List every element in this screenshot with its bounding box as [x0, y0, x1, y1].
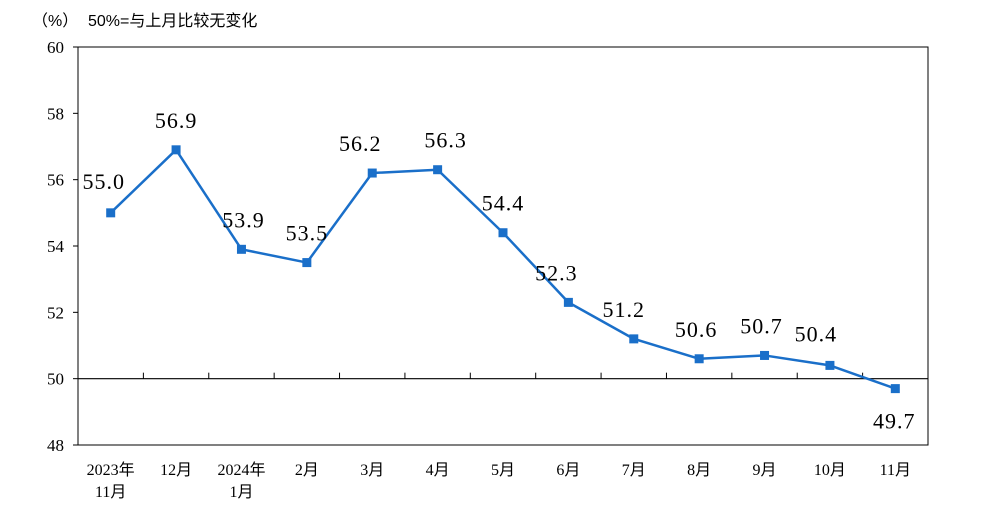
- x-tick-label-line: 1月: [229, 484, 253, 501]
- x-tick-label: 4月: [426, 462, 450, 479]
- x-tick-label: 3月: [360, 462, 384, 479]
- x-tick-label: 9月: [753, 462, 777, 479]
- x-tick-label-line: 12月: [160, 462, 192, 479]
- data-point-marker: [694, 354, 704, 364]
- x-tick-label-line: 7月: [622, 462, 646, 479]
- x-tick-label-line: 9月: [753, 462, 777, 479]
- x-tick-label-line: 2023年: [87, 461, 135, 479]
- x-tick-label-line: 10月: [814, 462, 846, 479]
- x-tick-label-line: 11月: [880, 462, 911, 479]
- x-tick-label: 2024年 1月: [217, 461, 265, 501]
- y-tick-label: 60: [47, 38, 64, 57]
- x-tick-label: 5月: [491, 462, 515, 479]
- data-label: 53.5: [286, 221, 329, 246]
- x-tick-label-line: 11月: [95, 484, 126, 501]
- data-point-marker: [106, 208, 116, 218]
- reference-note: 50%=与上月比较无变化: [88, 13, 258, 30]
- data-point-marker: [171, 145, 181, 155]
- x-tick-label: 11月: [880, 462, 911, 479]
- data-point-marker: [629, 334, 639, 344]
- data-label: 49.7: [873, 409, 916, 434]
- data-label: 55.0: [82, 169, 125, 194]
- x-tick-label-line: 3月: [360, 462, 384, 479]
- data-point-marker: [825, 360, 835, 370]
- data-point-marker: [498, 228, 508, 238]
- data-label: 52.3: [535, 260, 578, 285]
- x-tick-label-line: 6月: [556, 462, 580, 479]
- data-label: 51.2: [603, 297, 646, 322]
- data-point-marker: [433, 165, 443, 175]
- data-label: 50.7: [740, 313, 783, 338]
- chart-header: （%） 50%=与上月比较无变化: [0, 0, 1000, 40]
- data-point-marker: [890, 384, 900, 394]
- y-tick-label: 50: [47, 370, 64, 389]
- y-tick-label: 48: [47, 436, 64, 455]
- data-label: 53.9: [222, 207, 265, 232]
- y-tick-label: 56: [47, 171, 64, 190]
- data-label: 56.2: [339, 131, 382, 156]
- y-axis-unit-label: （%）: [32, 13, 79, 30]
- x-tick-label: 6月: [556, 462, 580, 479]
- x-tick-label: 7月: [622, 462, 646, 479]
- data-point-marker: [563, 297, 573, 307]
- x-tick-label-line: 4月: [426, 462, 450, 479]
- series-line: [109, 148, 896, 390]
- data-point-marker: [302, 258, 312, 268]
- data-label: 54.4: [482, 191, 525, 216]
- x-tick-label: 2月: [295, 462, 319, 479]
- data-label: 50.6: [675, 317, 718, 342]
- x-tick-label: 10月: [814, 462, 846, 479]
- data-label: 50.4: [795, 321, 838, 346]
- x-tick-label-line: 8月: [687, 462, 711, 479]
- x-tick-label: 12月: [160, 462, 192, 479]
- data-point-marker: [367, 168, 377, 178]
- y-tick-label: 52: [47, 303, 64, 322]
- data-label: 56.9: [155, 108, 198, 133]
- x-tick-label-line: 2024年: [217, 461, 265, 479]
- x-tick-label: 8月: [687, 462, 711, 479]
- data-point-marker: [760, 350, 770, 360]
- plot-frame: [77, 46, 929, 446]
- x-tick-label: 2023年 11月: [87, 461, 135, 501]
- data-label: 56.3: [424, 128, 467, 153]
- data-point-marker: [236, 244, 246, 254]
- x-tick-label-line: 2月: [295, 462, 319, 479]
- y-tick-label: 54: [47, 237, 65, 256]
- y-tick-label: 58: [47, 104, 64, 123]
- x-tick-label-line: 5月: [491, 462, 515, 479]
